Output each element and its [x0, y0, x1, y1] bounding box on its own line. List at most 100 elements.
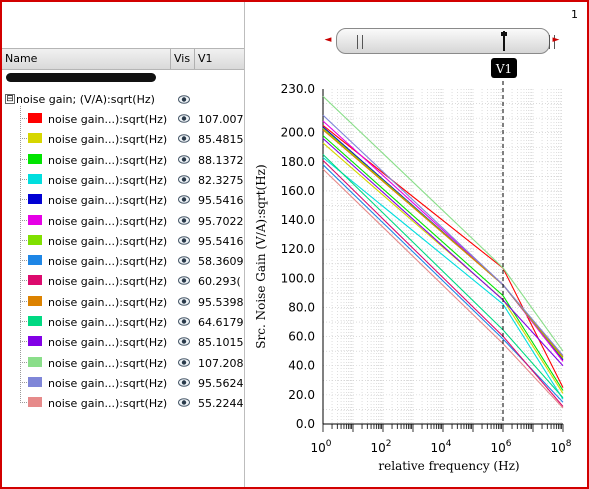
eye-icon[interactable]: [178, 276, 190, 286]
signal-label: noise gain...):sqrt(Hz): [48, 295, 168, 309]
x-tick-exponent: 2: [386, 439, 392, 449]
x-tick-label: 104: [430, 439, 451, 455]
eye-icon[interactable]: [178, 134, 190, 144]
signal-label: noise gain...):sqrt(Hz): [48, 397, 168, 411]
signal-row[interactable]: noise gain...):sqrt(Hz) 88.1372: [2, 150, 244, 170]
signal-row[interactable]: noise gain...):sqrt(Hz) 60.293(: [2, 271, 244, 291]
signal-color-swatch: [28, 255, 42, 266]
signal-row[interactable]: noise gain...):sqrt(Hz) 95.5416: [2, 231, 244, 251]
signal-v1-value: 95.7022: [198, 214, 244, 228]
eye-icon[interactable]: [178, 378, 190, 387]
slider-thumb[interactable]: [503, 31, 505, 51]
signal-row[interactable]: noise gain...):sqrt(Hz) 95.5624: [2, 373, 244, 393]
tree-branch: [20, 219, 27, 221]
signal-label: noise gain...):sqrt(Hz): [48, 255, 168, 269]
signal-label: noise gain...):sqrt(Hz): [48, 275, 168, 289]
signal-row[interactable]: noise gain...):sqrt(Hz) 64.6179: [2, 312, 244, 332]
signal-v1-value: 82.3275: [198, 173, 244, 187]
y-tick-label: 60.0: [288, 330, 315, 344]
eye-icon[interactable]: [178, 154, 190, 164]
signal-row[interactable]: noise gain...):sqrt(Hz) 55.2244: [2, 393, 244, 413]
page-number: 1: [571, 8, 578, 21]
signal-v1-value: 95.5416: [198, 234, 244, 248]
signal-color-swatch: [28, 376, 42, 387]
signal-v1-value: 85.4815: [198, 133, 244, 147]
signal-label: noise gain...):sqrt(Hz): [48, 356, 168, 370]
redacted-dataset-name: [6, 73, 156, 82]
signal-color-swatch: [28, 194, 42, 205]
signal-browser-panel: Name Vis V1 ⊟ noise gain; (V/A):sqrt(Hz) n…: [2, 2, 245, 487]
signal-v1-value: 88.1372: [198, 153, 244, 167]
tree-branch: [20, 300, 27, 302]
x-tick-label: 102: [370, 439, 391, 455]
signal-v1-value: 58.3609: [198, 255, 244, 269]
x-tick-base: 10: [430, 441, 445, 455]
x-tick-exponent: 0: [326, 439, 332, 449]
v1-column-header[interactable]: V1: [198, 52, 213, 65]
plot-area: [323, 89, 563, 424]
eye-icon[interactable]: [178, 175, 190, 184]
eye-icon[interactable]: [178, 114, 190, 123]
signal-row[interactable]: noise gain...):sqrt(Hz) 85.4815: [2, 129, 244, 149]
tree-root-row[interactable]: ⊟ noise gain; (V/A):sqrt(Hz): [2, 89, 244, 109]
slider-left-arrow-icon[interactable]: ◄: [324, 35, 332, 45]
x-tick-label: 106: [490, 439, 511, 455]
signal-row[interactable]: noise gain...):sqrt(Hz) 107.208: [2, 353, 244, 373]
signal-color-swatch: [28, 336, 42, 347]
signal-row[interactable]: noise gain...):sqrt(Hz) 85.1015: [2, 332, 244, 352]
signal-row[interactable]: noise gain...):sqrt(Hz) 82.3275: [2, 170, 244, 190]
signal-label: noise gain...):sqrt(Hz): [48, 214, 168, 228]
y-tick-label: 180.0: [281, 155, 315, 169]
eye-icon[interactable]: [178, 95, 190, 104]
eye-icon[interactable]: [178, 337, 190, 347]
name-column-header[interactable]: Name: [5, 52, 38, 65]
tree-branch: [20, 118, 27, 119]
y-tick-label: 120.0: [281, 242, 315, 256]
v1-marker-label: V1: [495, 62, 512, 76]
signal-label: noise gain...):sqrt(Hz): [48, 194, 168, 208]
tree-guide-line: [20, 106, 22, 403]
tree-branch: [20, 158, 27, 160]
eye-icon[interactable]: [178, 215, 190, 225]
signal-row[interactable]: noise gain...):sqrt(Hz) 95.5416: [2, 190, 244, 210]
signal-row[interactable]: noise gain...):sqrt(Hz) 107.007: [2, 109, 244, 129]
y-tick-label: 0.0: [296, 417, 315, 431]
x-tick-label: 108: [550, 439, 571, 455]
marker-slider[interactable]: ◄ ►: [322, 26, 562, 54]
v1-marker-tag: [491, 58, 517, 78]
collapse-toggle-icon[interactable]: ⊟: [5, 94, 15, 104]
eye-icon[interactable]: [178, 256, 190, 265]
slider-track[interactable]: [336, 28, 555, 54]
eye-icon[interactable]: [178, 195, 190, 204]
eye-icon[interactable]: [178, 296, 190, 306]
eye-icon[interactable]: [178, 235, 190, 245]
column-divider[interactable]: [194, 49, 195, 69]
vis-column-header[interactable]: Vis: [174, 52, 191, 65]
slider-right-handle[interactable]: [549, 35, 555, 49]
noise-gain-plot[interactable]: 0.0 20.0 40.0 60.0 80.0 100.0 120.0 140.0 160.0 1…: [245, 56, 585, 486]
tree-branch: [20, 178, 27, 180]
y-tick-label: 20.0: [288, 388, 315, 402]
signal-label: noise gain...):sqrt(Hz): [48, 234, 168, 248]
x-tick-base: 10: [550, 441, 565, 455]
signal-color-swatch: [28, 153, 42, 164]
signal-row[interactable]: noise gain...):sqrt(Hz) 58.3609: [2, 251, 244, 271]
eye-icon[interactable]: [178, 357, 190, 367]
eye-icon[interactable]: [178, 317, 190, 326]
x-axis-title: relative frequency (Hz): [378, 459, 519, 473]
signal-row[interactable]: noise gain...):sqrt(Hz) 95.7022: [2, 211, 244, 231]
slider-right-arrow-icon[interactable]: ►: [552, 35, 560, 45]
column-divider[interactable]: [170, 49, 171, 69]
signal-label: noise gain...):sqrt(Hz): [48, 133, 168, 147]
series-line: [322, 95, 564, 352]
slider-left-handle[interactable]: [357, 35, 363, 49]
y-tick-label: 100.0: [281, 271, 315, 285]
signal-color-swatch: [28, 234, 42, 245]
series-line: [322, 135, 564, 391]
x-tick-label: 100: [310, 439, 331, 455]
signal-color-swatch: [28, 275, 42, 286]
signal-row[interactable]: noise gain...):sqrt(Hz) 95.5398: [2, 292, 244, 312]
eye-icon[interactable]: [178, 398, 190, 407]
browser-column-header: Name Vis V1: [2, 48, 244, 70]
tree-branch: [20, 341, 27, 343]
